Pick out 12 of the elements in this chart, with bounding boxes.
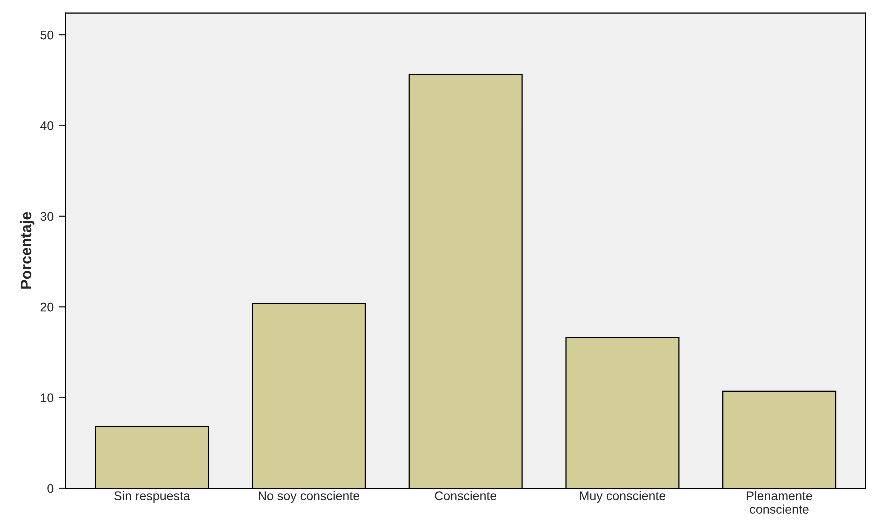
y-tick-label: 10: [41, 394, 54, 402]
y-tick-label: 0: [48, 484, 54, 494]
y-tick-label: 30: [40, 212, 54, 222]
y-tick-label: 20: [40, 302, 54, 312]
x-tick-label: Sin respuesta: [114, 491, 190, 503]
y-axis-title: Porcentaje: [20, 212, 35, 289]
x-tick-label: No soy consciente: [258, 491, 360, 503]
x-tick-label: Muy consciente: [580, 491, 666, 503]
x-tick-label: Consciente: [435, 491, 497, 500]
y-tick-label: 50: [40, 30, 54, 40]
x-tick-label: Plenamente consciente: [747, 491, 812, 514]
y-tick-label: 40: [40, 122, 54, 130]
